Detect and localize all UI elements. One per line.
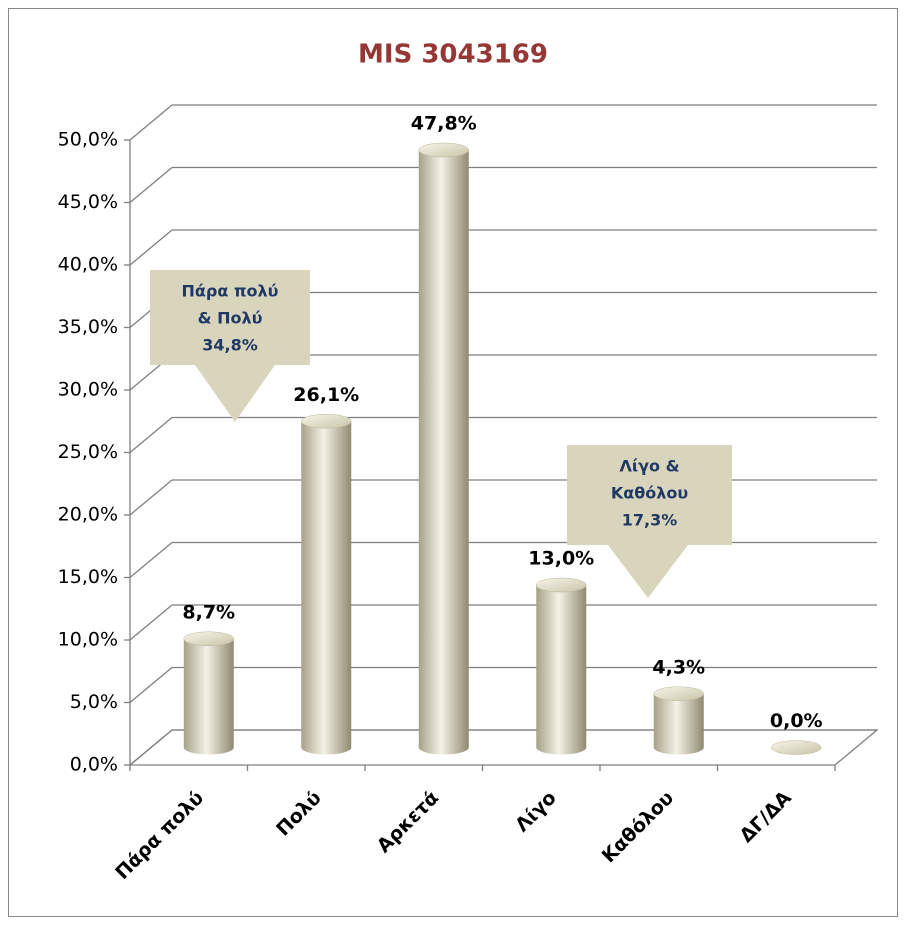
- y-tick-label: 15,0%: [58, 566, 118, 588]
- value-label: 26,1%: [293, 384, 359, 406]
- annotation: Λίγο &: [619, 457, 679, 476]
- grid-line-side: [129, 542, 173, 578]
- bar: [418, 142, 469, 755]
- bar: [183, 631, 234, 755]
- grid-line-side: [129, 667, 173, 703]
- bar-body: [653, 693, 704, 755]
- grid-line-side: [129, 104, 173, 141]
- grid-line-side: [129, 417, 173, 453]
- bar: [301, 414, 352, 755]
- y-tick-label: 0,0%: [70, 754, 118, 776]
- y-tick-label: 5,0%: [70, 691, 118, 713]
- bar-top: [301, 414, 352, 429]
- y-tick-label: 10,0%: [58, 629, 118, 651]
- chart-title: MIS 3043169: [358, 40, 548, 70]
- grid-line-side: [129, 479, 173, 516]
- callout: [150, 270, 310, 422]
- bar-body: [183, 638, 234, 755]
- y-tick-label: 30,0%: [58, 379, 118, 401]
- value-label: 47,8%: [411, 113, 477, 135]
- grid-line-side: [129, 229, 173, 266]
- annotation: 34,8%: [202, 336, 258, 355]
- annotation: Καθόλου: [611, 484, 688, 503]
- callout: [567, 445, 732, 598]
- grid-line-side: [129, 167, 173, 203]
- y-tick-label: 35,0%: [58, 316, 118, 338]
- bar-body: [301, 421, 352, 755]
- bar-top: [653, 686, 704, 701]
- bar: [653, 686, 704, 755]
- y-tick-label: 40,0%: [58, 254, 118, 276]
- value-label: 8,7%: [182, 601, 235, 623]
- y-tick-label: 25,0%: [58, 441, 118, 463]
- annotation: Πάρα πολύ: [182, 282, 279, 301]
- annotation: & Πολύ: [198, 309, 263, 328]
- y-tick-label: 20,0%: [58, 504, 118, 526]
- value-label: 0,0%: [770, 710, 823, 732]
- bar-top: [418, 142, 469, 158]
- grid-line-side: [129, 729, 173, 766]
- annotation: 17,3%: [622, 511, 678, 530]
- bar-top: [183, 631, 234, 646]
- bar-body: [536, 585, 587, 755]
- y-tick-label: 45,0%: [58, 191, 118, 213]
- bar: [771, 740, 822, 755]
- y-tick-label: 50,0%: [58, 129, 118, 151]
- value-label: 13,0%: [528, 548, 594, 570]
- bar-top: [536, 577, 587, 593]
- bar: [536, 577, 587, 755]
- value-label: 4,3%: [652, 656, 705, 678]
- bar-body: [418, 150, 469, 755]
- bar-top: [771, 740, 822, 755]
- grid-line-side: [129, 604, 173, 641]
